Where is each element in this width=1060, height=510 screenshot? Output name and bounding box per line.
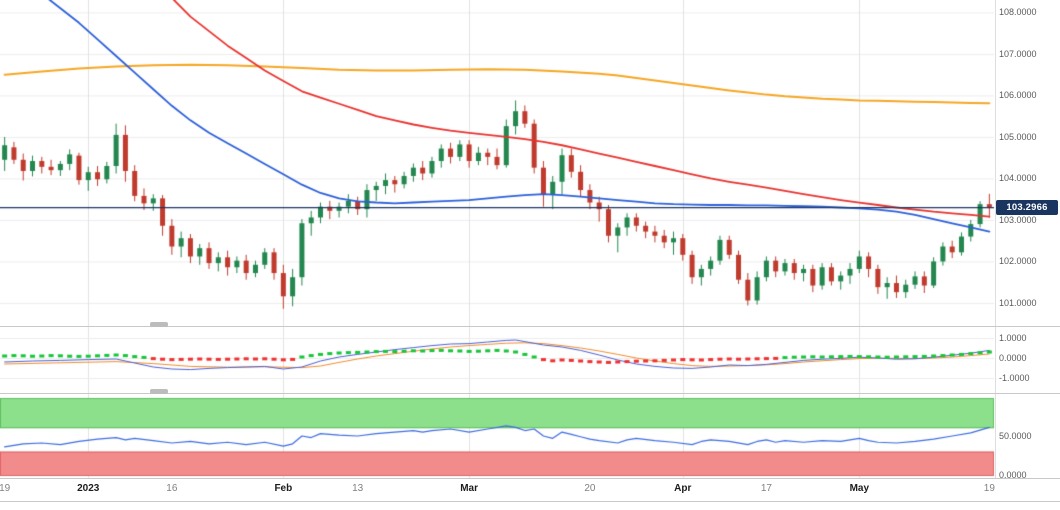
panel-separator-macd-rsi[interactable] <box>0 393 1060 394</box>
price-axis-label: 105.0000 <box>999 131 1037 142</box>
price-axis-label: 103.0000 <box>999 214 1037 225</box>
price-axis-label: 106.0000 <box>999 90 1037 101</box>
price-axis-label: 101.0000 <box>999 297 1037 308</box>
x-axis-separator <box>0 478 1060 479</box>
rsi-axis-label: 50.0000 <box>999 431 1032 441</box>
price-axis-border <box>995 0 996 478</box>
price-axis-label: 104.0000 <box>999 173 1037 184</box>
time-axis-label: Mar <box>460 483 479 494</box>
time-axis-label: 13 <box>352 483 364 494</box>
time-axis-label: 2023 <box>77 483 100 494</box>
time-axis-label: Feb <box>274 483 293 494</box>
panel-separator-main-macd[interactable] <box>0 326 1060 327</box>
bottom-border <box>0 501 1060 502</box>
time-axis-label: 20 <box>584 483 596 494</box>
pane-resize-handle-macd[interactable] <box>150 322 168 327</box>
macd-axis-label: 1.0000 <box>999 333 1027 343</box>
time-axis-label: 17 <box>760 483 772 494</box>
current-price-value: 103.2966 <box>1006 202 1048 214</box>
time-axis-label: 19 <box>0 483 11 494</box>
price-axis-label: 102.0000 <box>999 256 1037 267</box>
price-axis-label: 107.0000 <box>999 48 1037 59</box>
macd-axis-label: -1.0000 <box>999 373 1030 383</box>
time-axis-label: May <box>849 483 870 494</box>
time-axis-label: 16 <box>166 483 178 494</box>
price-axis-label: 108.0000 <box>999 7 1037 18</box>
time-axis-label: 19 <box>983 483 995 494</box>
pane-resize-handle-rsi[interactable] <box>150 389 168 394</box>
rsi-axis-label: 0.0000 <box>999 470 1027 480</box>
macd-axis-label: 0.0000 <box>999 353 1027 363</box>
time-axis-label: Apr <box>674 483 692 494</box>
current-price-tag: 103.2966 <box>996 200 1058 216</box>
